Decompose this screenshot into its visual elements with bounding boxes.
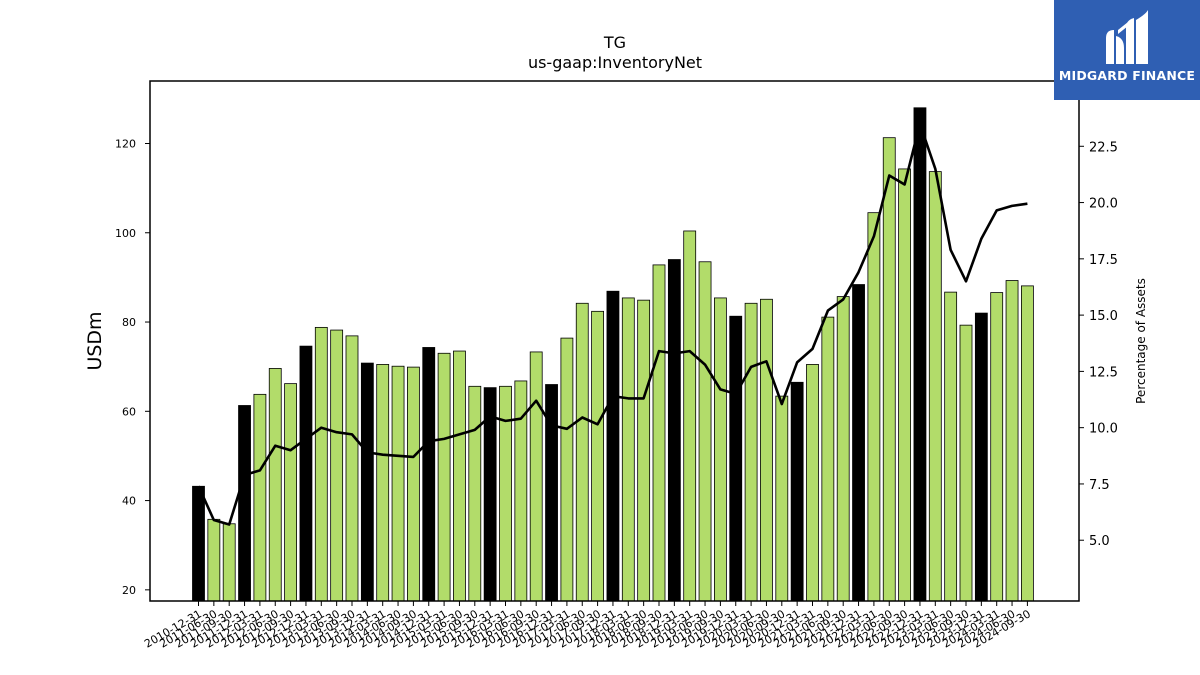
left-tick-label: 80 (122, 316, 136, 329)
bar-quarterly (990, 292, 1004, 602)
bar-annual (192, 485, 205, 602)
chart-subtitle: us-gaap:InventoryNet (528, 53, 702, 72)
bar-quarterly (928, 171, 942, 602)
bar-quarterly (698, 261, 712, 602)
bar-quarterly (468, 385, 482, 602)
bar-quarterly (898, 168, 911, 602)
bar-quarterly (406, 366, 420, 602)
bar-quarterly (760, 298, 773, 602)
left-tick-label: 100 (115, 227, 136, 240)
bar-quarterly (222, 523, 236, 602)
bar-quarterly (314, 326, 328, 602)
percentage-line (197, 122, 1028, 526)
bar-quarterly (284, 383, 298, 602)
bar-quarterly (683, 230, 697, 602)
bar-annual (422, 347, 436, 602)
right-tick-label: 17.5 (1089, 253, 1118, 268)
bar-quarterly (806, 364, 819, 602)
bar-quarterly (575, 302, 589, 602)
bar-quarterly (836, 296, 850, 602)
bar-quarterly (453, 350, 466, 602)
bar-quarterly (529, 351, 543, 602)
bar-quarterly (744, 302, 758, 602)
left-axis: 20 40 60 80 100 120 (115, 137, 150, 597)
right-tick-label: 5.0 (1089, 534, 1110, 549)
left-tick-label: 120 (115, 137, 136, 150)
bar-quarterly (268, 368, 282, 602)
bar-quarterly (1021, 285, 1034, 602)
right-tick-label: 10.0 (1089, 422, 1118, 437)
bar-quarterly (437, 352, 451, 602)
bar-quarterly (207, 518, 221, 602)
bar-annual (238, 405, 251, 602)
bar-quarterly (1005, 280, 1019, 602)
left-tick-label: 20 (122, 584, 136, 597)
bar-quarterly (591, 310, 604, 602)
bar-quarterly (959, 324, 973, 602)
right-tick-label: 20.0 (1089, 197, 1118, 212)
bar-quarterly (330, 329, 344, 602)
plot-frame (149, 80, 1080, 602)
bar-quarterly (867, 212, 881, 602)
bar-annual (852, 284, 865, 602)
left-tick-label: 40 (122, 495, 136, 508)
bar-quarterly (253, 393, 267, 602)
bar-annual (299, 345, 313, 602)
bar-quarterly (345, 335, 359, 602)
bar-quarterly (821, 316, 835, 602)
bar-quarterly (376, 364, 390, 602)
logo-mark-icon (1106, 10, 1148, 64)
logo-text: MIDGARD FINANCE (1058, 68, 1196, 83)
y2-axis-label: Percentage of Assets (1134, 278, 1148, 404)
bar-quarterly (882, 137, 896, 602)
right-tick-label: 22.5 (1089, 140, 1118, 155)
right-axis: 5.0 7.5 10.0 12.5 15.0 17.5 20.0 22.5 (1079, 140, 1118, 549)
x-axis: 2010-12-312011-06-302011-09-302011-12-31… (142, 601, 1033, 651)
y-axis-label: USDm (84, 311, 106, 370)
chart-title: TG (603, 33, 626, 52)
bar-quarterly (944, 291, 958, 602)
bar-quarterly (621, 297, 635, 602)
bar-annual (790, 381, 804, 602)
bar-annual (360, 362, 374, 602)
bar-quarterly (391, 365, 405, 602)
bar-annual (606, 290, 620, 602)
left-tick-label: 60 (122, 405, 136, 418)
bar-quarterly (560, 337, 574, 602)
bar-quarterly (775, 395, 789, 602)
bar-annual (974, 312, 988, 602)
right-tick-label: 7.5 (1089, 478, 1110, 493)
bar-annual (667, 259, 681, 602)
right-tick-label: 15.0 (1089, 309, 1118, 324)
bar-quarterly (714, 297, 727, 602)
midgard-finance-logo: MIDGARD FINANCE (1054, 0, 1200, 100)
bar-quarterly (652, 264, 666, 602)
percentage-line-group (197, 122, 1028, 526)
bar-annual (913, 107, 927, 602)
bar-annual (729, 315, 743, 602)
right-tick-label: 12.5 (1089, 365, 1118, 380)
bars-group (192, 107, 1034, 602)
bar-quarterly (637, 299, 651, 602)
